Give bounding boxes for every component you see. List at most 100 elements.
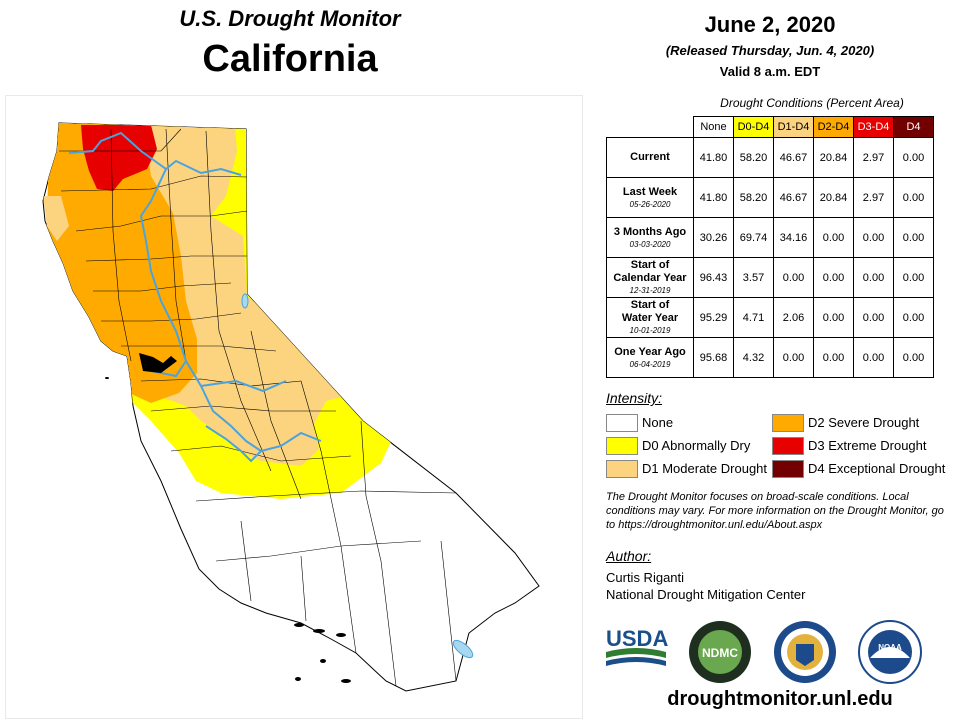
cell-value: 2.97 bbox=[853, 177, 894, 218]
cell-value: 46.67 bbox=[773, 177, 814, 218]
cell-value: 20.84 bbox=[813, 137, 854, 178]
cell-value: 0.00 bbox=[853, 257, 894, 298]
cell-value: 0.00 bbox=[773, 337, 814, 378]
county-lines bbox=[59, 128, 457, 687]
cell-value: 58.20 bbox=[733, 137, 774, 178]
row-label-line: Water Year bbox=[621, 312, 679, 324]
cell-value: 0.00 bbox=[893, 297, 934, 338]
conditions-row: 3 Months Ago 03-03-2020 30.26 69.74 34.16 0.0… bbox=[606, 217, 934, 258]
cell-value: 34.16 bbox=[773, 217, 814, 258]
lake-tahoe bbox=[241, 293, 249, 309]
col-header-d4: D4 bbox=[893, 116, 934, 138]
legend-swatch-none bbox=[606, 414, 638, 432]
cell-value: 0.00 bbox=[813, 217, 854, 258]
row-label: Start of Calendar Year 12-31-2019 bbox=[606, 257, 694, 298]
author-name: Curtis Riganti bbox=[606, 570, 685, 585]
cell-value: 0.00 bbox=[893, 217, 934, 258]
partner-logos: USDA NDMC NOAA bbox=[606, 620, 922, 684]
conditions-row: Start of Water Year 10-01-2019 95.29 4.71 2.0… bbox=[606, 297, 934, 338]
cell-value: 30.26 bbox=[693, 217, 734, 258]
cell-value: 96.43 bbox=[693, 257, 734, 298]
col-header-d3-d4: D3-D4 bbox=[853, 116, 894, 138]
legend-swatch-d1 bbox=[606, 460, 638, 478]
cell-value: 4.71 bbox=[733, 297, 774, 338]
conditions-row: Current 41.80 58.20 46.67 20.84 2.97 0.00 bbox=[606, 137, 934, 178]
title-state: California bbox=[202, 38, 378, 80]
disclaimer-note: The Drought Monitor focuses on broad-sca… bbox=[606, 491, 944, 531]
conditions-caption: Drought Conditions (Percent Area) bbox=[720, 96, 904, 110]
cell-value: 2.97 bbox=[853, 137, 894, 178]
release-date: (Released Thursday, Jun. 4, 2020) bbox=[665, 43, 875, 58]
cell-value: 4.32 bbox=[733, 337, 774, 378]
cell-value: 0.00 bbox=[773, 257, 814, 298]
col-header-d0-d4: D0-D4 bbox=[733, 116, 774, 138]
svg-text:NDMC: NDMC bbox=[702, 646, 738, 660]
legend-swatch-d3 bbox=[772, 437, 804, 455]
cell-value: 2.06 bbox=[773, 297, 814, 338]
row-date: 06-04-2019 bbox=[629, 359, 671, 369]
cell-value: 95.68 bbox=[693, 337, 734, 378]
cell-value: 0.00 bbox=[813, 337, 854, 378]
row-label: Start of Water Year 10-01-2019 bbox=[606, 297, 694, 338]
legend-label-d4: D4 Exceptional Drought bbox=[808, 461, 946, 476]
row-label: Current bbox=[606, 137, 694, 178]
row-label-line: One Year Ago bbox=[614, 345, 686, 358]
cell-value: 0.00 bbox=[893, 137, 934, 178]
usda-logo-icon: USDA bbox=[606, 626, 668, 666]
commerce-seal-icon bbox=[774, 621, 836, 683]
cell-value: 0.00 bbox=[853, 217, 894, 258]
row-date: 03-03-2020 bbox=[629, 239, 671, 249]
row-label: Last Week 05-26-2020 bbox=[606, 177, 694, 218]
author-title: Author: bbox=[606, 548, 652, 564]
conditions-row: One Year Ago 06-04-2019 95.68 4.32 0.00 0.00 0… bbox=[606, 337, 934, 378]
row-label-line: Start of bbox=[630, 259, 670, 271]
legend-label-none: None bbox=[642, 415, 674, 430]
svg-text:USDA: USDA bbox=[606, 626, 668, 651]
cell-value: 41.80 bbox=[693, 177, 734, 218]
san-francisco-bay bbox=[139, 353, 177, 373]
cell-value: 20.84 bbox=[813, 177, 854, 218]
conditions-table: None D0-D4 D1-D4 D2-D4 D3-D4 D4 Current 4… bbox=[606, 116, 934, 378]
cell-value: 0.00 bbox=[853, 297, 894, 338]
cell-value: 3.57 bbox=[733, 257, 774, 298]
conditions-row: Start of Calendar Year 12-31-2019 96.43 3.57… bbox=[606, 257, 934, 298]
legend-label-d2: D2 Severe Drought bbox=[808, 415, 920, 430]
legend-label-d3: D3 Extreme Drought bbox=[808, 438, 927, 453]
cell-value: 0.00 bbox=[853, 337, 894, 378]
header-blank bbox=[607, 117, 694, 138]
cell-value: 69.74 bbox=[733, 217, 774, 258]
website-url[interactable]: droughtmonitor.unl.edu bbox=[667, 688, 893, 710]
legend-swatch-d4 bbox=[772, 460, 804, 478]
channel-islands bbox=[105, 377, 351, 683]
col-header-d1-d4: D1-D4 bbox=[773, 116, 814, 138]
legend-label-d0: D0 Abnormally Dry bbox=[642, 438, 751, 453]
col-header-none: None bbox=[693, 116, 734, 138]
row-date: 12-31-2019 bbox=[629, 286, 671, 295]
cell-value: 0.00 bbox=[813, 257, 854, 298]
map-date: June 2, 2020 bbox=[704, 12, 836, 37]
legend-swatch-d2 bbox=[772, 414, 804, 432]
row-label-line: Last Week bbox=[622, 185, 678, 198]
cell-value: 0.00 bbox=[893, 177, 934, 218]
author-org: National Drought Mitigation Center bbox=[606, 587, 806, 602]
cell-value: 0.00 bbox=[893, 257, 934, 298]
title-top: U.S. Drought Monitor bbox=[179, 6, 401, 31]
california-drought-map bbox=[42, 122, 540, 692]
row-label-line: Start of bbox=[630, 299, 670, 311]
row-label-line: 3 Months Ago bbox=[613, 225, 687, 238]
conditions-header-row: None D0-D4 D1-D4 D2-D4 D3-D4 D4 bbox=[607, 116, 934, 138]
cell-value: 95.29 bbox=[693, 297, 734, 338]
col-header-d2-d4: D2-D4 bbox=[813, 116, 854, 138]
conditions-body: Current 41.80 58.20 46.67 20.84 2.97 0.00 Last … bbox=[606, 137, 934, 378]
legend-swatch-d0 bbox=[606, 437, 638, 455]
valid-time: Valid 8 a.m. EDT bbox=[719, 64, 821, 79]
conditions-row: Last Week 05-26-2020 41.80 58.20 46.67 20.84 2… bbox=[606, 177, 934, 218]
river-lines bbox=[68, 131, 322, 463]
row-date: 05-26-2020 bbox=[629, 199, 671, 209]
map-frame bbox=[5, 95, 583, 719]
cell-value: 58.20 bbox=[733, 177, 774, 218]
row-label-line: Current bbox=[630, 151, 670, 163]
row-label-line: Calendar Year bbox=[613, 272, 687, 284]
cell-value: 0.00 bbox=[813, 297, 854, 338]
cell-value: 46.67 bbox=[773, 137, 814, 178]
